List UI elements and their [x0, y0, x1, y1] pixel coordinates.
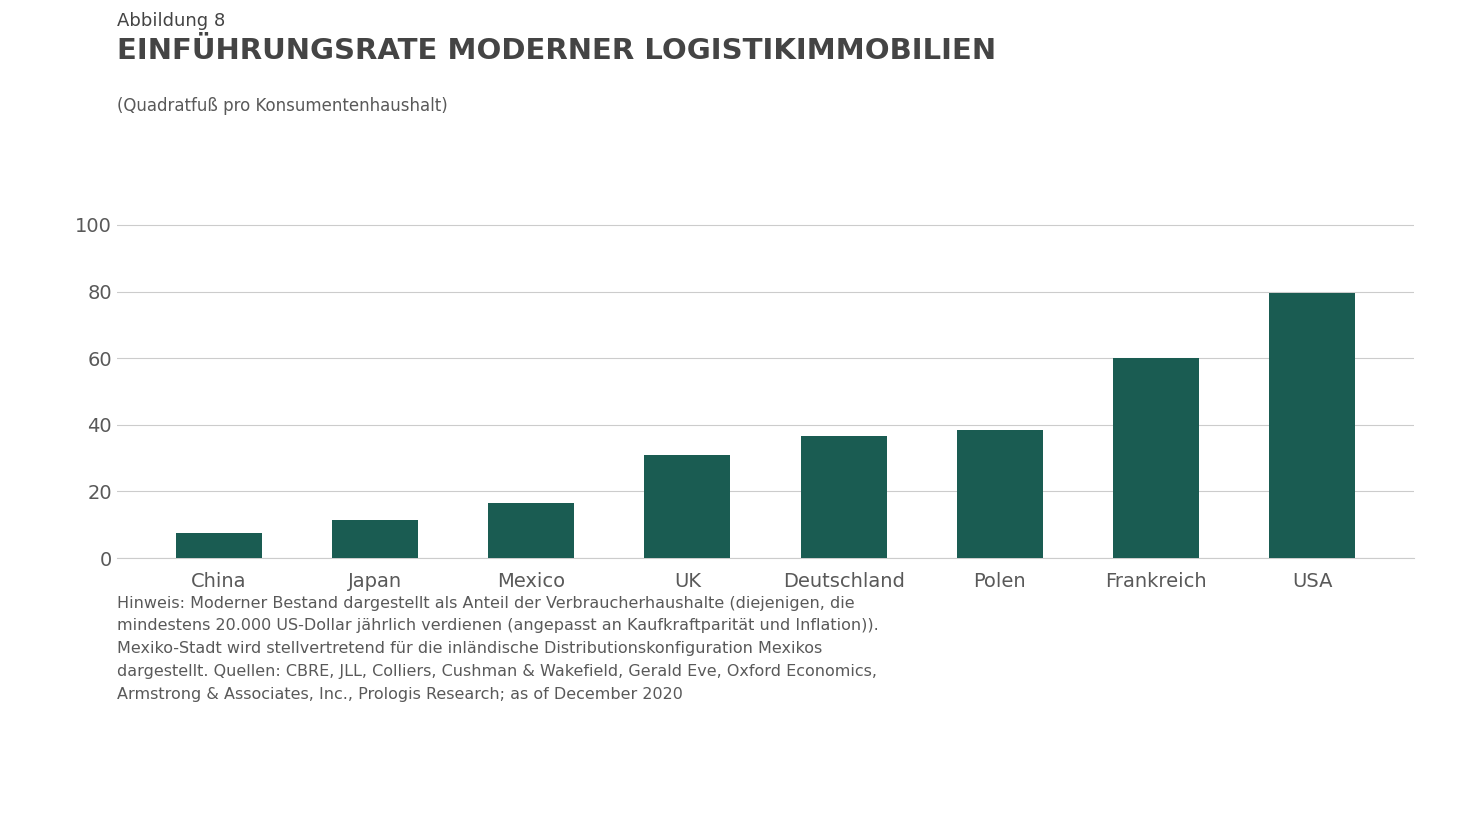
Bar: [644, 455, 730, 558]
Bar: [488, 503, 574, 558]
Text: Abbildung 8: Abbildung 8: [117, 12, 225, 31]
Text: (Quadratfuß pro Konsumentenhaushalt): (Quadratfuß pro Konsumentenhaushalt): [117, 97, 448, 116]
Bar: [956, 430, 1042, 558]
Bar: [175, 533, 261, 558]
Bar: [1112, 358, 1198, 558]
Bar: [800, 436, 886, 558]
Bar: [1270, 293, 1356, 558]
Text: EINFÜHRUNGSRATE MODERNER LOGISTIKIMMOBILIEN: EINFÜHRUNGSRATE MODERNER LOGISTIKIMMOBIL…: [117, 37, 996, 66]
Bar: [332, 520, 418, 558]
Text: Hinweis: Moderner Bestand dargestellt als Anteil der Verbraucherhaushalte (dieje: Hinweis: Moderner Bestand dargestellt al…: [117, 596, 878, 701]
